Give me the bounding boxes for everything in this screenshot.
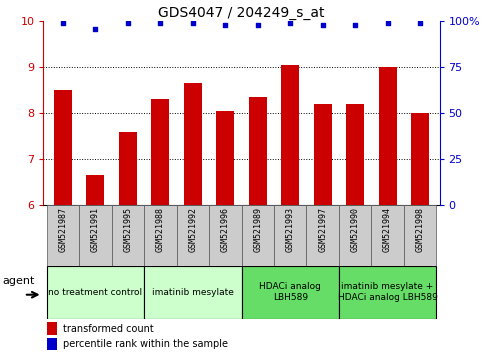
- Bar: [346, 104, 364, 205]
- Text: GSM521991: GSM521991: [91, 207, 100, 252]
- Bar: [339, 266, 436, 319]
- Point: [221, 22, 229, 28]
- Point: [254, 22, 262, 28]
- Bar: [249, 97, 267, 205]
- Bar: [54, 90, 72, 205]
- Bar: [379, 67, 397, 205]
- Bar: [404, 205, 436, 266]
- Bar: [79, 205, 112, 266]
- Text: no treatment control: no treatment control: [48, 287, 142, 297]
- Bar: [144, 266, 242, 319]
- Text: GSM521996: GSM521996: [221, 207, 230, 252]
- Bar: [47, 322, 57, 335]
- Point: [416, 20, 424, 26]
- Bar: [112, 205, 144, 266]
- Text: GSM521988: GSM521988: [156, 207, 165, 252]
- Point: [124, 20, 132, 26]
- Point: [286, 20, 294, 26]
- Text: GSM521989: GSM521989: [253, 207, 262, 252]
- Bar: [242, 266, 339, 319]
- Text: agent: agent: [2, 276, 35, 286]
- Bar: [144, 205, 177, 266]
- Bar: [119, 132, 137, 205]
- Text: imatinib mesylate: imatinib mesylate: [152, 287, 234, 297]
- Bar: [274, 205, 306, 266]
- Bar: [314, 104, 332, 205]
- Text: GSM521992: GSM521992: [188, 207, 197, 252]
- Bar: [371, 205, 404, 266]
- Text: percentile rank within the sample: percentile rank within the sample: [63, 339, 228, 349]
- Text: GSM521995: GSM521995: [123, 207, 132, 252]
- Bar: [177, 205, 209, 266]
- Text: GSM521990: GSM521990: [351, 207, 360, 252]
- Bar: [184, 83, 202, 205]
- Bar: [411, 113, 429, 205]
- Bar: [47, 338, 57, 350]
- Text: GSM521998: GSM521998: [415, 207, 425, 252]
- Bar: [47, 205, 79, 266]
- Bar: [281, 65, 299, 205]
- Bar: [86, 175, 104, 205]
- Bar: [209, 205, 242, 266]
- Text: GSM521993: GSM521993: [286, 207, 295, 252]
- Point: [351, 22, 359, 28]
- Bar: [306, 205, 339, 266]
- Bar: [151, 99, 169, 205]
- Point: [189, 20, 197, 26]
- Bar: [339, 205, 371, 266]
- Point: [319, 22, 327, 28]
- Text: imatinib mesylate +
HDACi analog LBH589: imatinib mesylate + HDACi analog LBH589: [338, 282, 438, 302]
- Point: [59, 20, 67, 26]
- Text: GSM521997: GSM521997: [318, 207, 327, 252]
- Bar: [242, 205, 274, 266]
- Title: GDS4047 / 204249_s_at: GDS4047 / 204249_s_at: [158, 6, 325, 20]
- Text: GSM521987: GSM521987: [58, 207, 68, 252]
- Text: HDACi analog
LBH589: HDACi analog LBH589: [259, 282, 321, 302]
- Text: GSM521994: GSM521994: [383, 207, 392, 252]
- Point: [92, 26, 99, 32]
- Point: [384, 20, 391, 26]
- Text: transformed count: transformed count: [63, 324, 154, 333]
- Bar: [47, 266, 144, 319]
- Point: [156, 20, 164, 26]
- Bar: [216, 111, 234, 205]
